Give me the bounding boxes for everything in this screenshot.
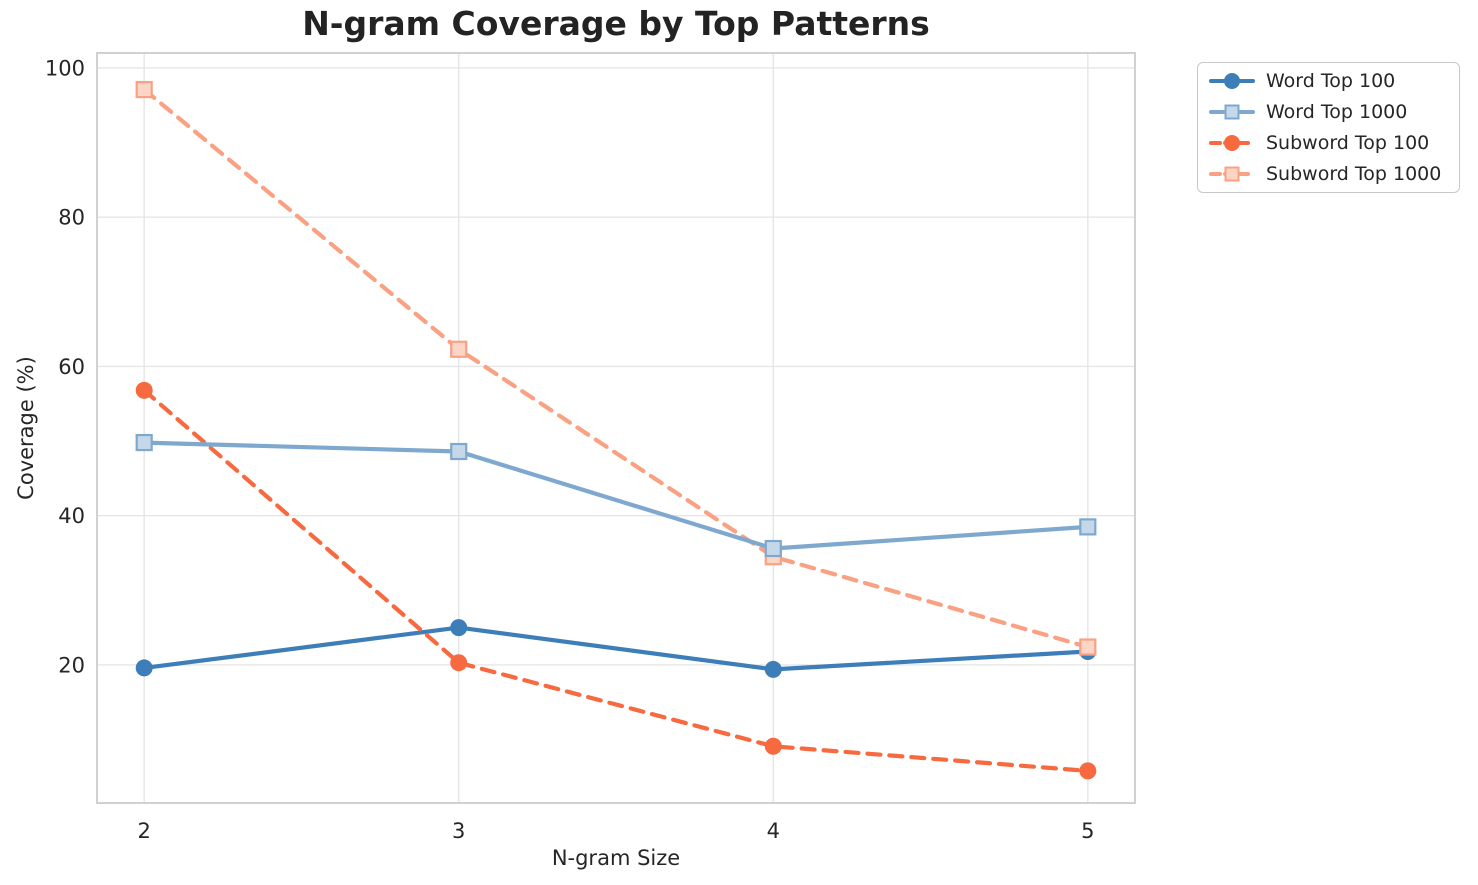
- marker-circle: [135, 381, 153, 399]
- marker-square: [765, 541, 781, 557]
- marker-circle: [450, 654, 468, 672]
- legend-item: Word Top 100: [1198, 66, 1459, 96]
- y-tick-label: 60: [58, 355, 85, 379]
- series-line: [142, 87, 1090, 650]
- legend-label: Subword Top 1000: [1266, 162, 1442, 185]
- tick-labels: 20 40 60 80 100 2 3 4 5: [45, 56, 1095, 843]
- marker-square: [450, 442, 468, 461]
- chart-title: N-gram Coverage by Top Patterns: [302, 4, 930, 43]
- legend-label: Word Top 1000: [1266, 101, 1408, 124]
- series-markers: [135, 381, 1097, 780]
- legend-swatch: [1209, 166, 1255, 182]
- marker-circle: [450, 619, 468, 637]
- series-markers: [135, 80, 1097, 656]
- marker-square: [764, 539, 782, 558]
- marker-square: [451, 444, 467, 460]
- x-tick-label: 3: [452, 819, 465, 843]
- legend: Word Top 100 Word Top 1000 Subword Top 100…: [1197, 62, 1460, 193]
- legend-swatch: [1209, 104, 1255, 120]
- marker-square: [1080, 519, 1096, 535]
- legend-item: Subword Top 100: [1198, 128, 1459, 158]
- series-markers: [135, 433, 1097, 558]
- y-tick-label: 20: [58, 653, 85, 677]
- grid-lines: [97, 53, 1135, 803]
- legend-swatch: [1209, 134, 1255, 151]
- x-axis-label: N-gram Size: [551, 846, 681, 870]
- series-line: [142, 388, 1090, 773]
- x-tick-label: 2: [137, 819, 150, 843]
- marker-square: [1079, 518, 1097, 536]
- legend-item: Word Top 1000: [1198, 97, 1459, 127]
- legend-item: Subword Top 1000: [1198, 159, 1459, 189]
- marker-square: [1080, 639, 1096, 655]
- marker-circle: [135, 659, 153, 677]
- marker-square: [451, 341, 467, 357]
- x-tick-label: 4: [767, 819, 780, 843]
- legend-label: Subword Top 100: [1266, 131, 1430, 154]
- x-tick-label: 5: [1081, 819, 1094, 843]
- marker-square: [136, 82, 152, 98]
- marker-circle: [764, 737, 782, 755]
- marker-square: [135, 80, 153, 99]
- marker-square: [450, 340, 468, 358]
- legend-swatch: [1209, 73, 1255, 90]
- marker-circle: [1079, 762, 1097, 780]
- y-tick-label: 100: [45, 56, 85, 80]
- marker-square: [136, 435, 152, 451]
- marker-square: [1079, 638, 1097, 656]
- plot-spines: [96, 52, 1136, 804]
- series-line: [142, 625, 1090, 672]
- series-line: [142, 440, 1090, 551]
- legend-label: Word Top 100: [1266, 70, 1396, 93]
- y-tick-label: 80: [58, 206, 85, 230]
- y-axis-label: Coverage (%): [14, 356, 38, 500]
- y-tick-label: 40: [58, 504, 85, 528]
- marker-circle: [764, 660, 782, 678]
- marker-square: [135, 433, 153, 452]
